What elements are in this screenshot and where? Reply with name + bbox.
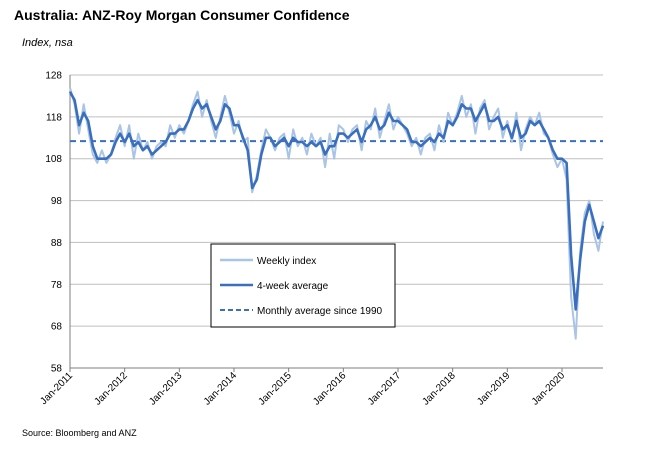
x-axis-ticks: Jan-2011 Jan-2012 Jan-2013 Jan-2014 Jan-2015… [38, 368, 567, 408]
x-tick-label: Jan-2019 [475, 370, 513, 408]
legend-label-average: 4-week average [257, 281, 329, 292]
x-tick-label: Jan-2015 [257, 370, 295, 408]
x-tick-label: Jan-2020 [530, 370, 568, 408]
y-axis-ticks: 58 68 78 88 98 108 118 128 [45, 71, 62, 375]
legend-label-weekly: Weekly index [257, 256, 316, 267]
legend: Weekly index 4-week average Monthly aver… [210, 243, 396, 328]
y-tick-label: 98 [51, 196, 63, 207]
x-tick-label: Jan-2018 [421, 370, 459, 408]
y-tick-label: 88 [51, 238, 63, 249]
series [68, 87, 605, 340]
x-tick-label: Jan-2011 [38, 370, 75, 407]
x-tick-label: Jan-2014 [202, 370, 240, 408]
y-tick-label: 78 [51, 280, 63, 291]
x-tick-label: Jan-2013 [147, 370, 185, 408]
chart-subtitle: Index, nsa [22, 37, 73, 49]
y-tick-label: 58 [51, 364, 63, 375]
y-tick-label: 118 [46, 112, 62, 123]
legend-label-reference: Monthly average since 1990 [257, 306, 383, 317]
y-tick-label: 68 [51, 322, 63, 333]
y-tick-label: 108 [45, 154, 62, 165]
series-line-average [68, 91, 605, 311]
x-tick-label: Jan-2012 [93, 370, 131, 408]
x-tick-label: Jan-2016 [311, 370, 349, 408]
source-note: Source: Bloomberg and ANZ [22, 428, 137, 438]
chart-title: Australia: ANZ-Roy Morgan Consumer Confi… [14, 7, 350, 23]
y-tick-label: 128 [45, 71, 62, 82]
x-tick-label: Jan-2017 [366, 370, 404, 408]
gridlines [69, 74, 603, 369]
